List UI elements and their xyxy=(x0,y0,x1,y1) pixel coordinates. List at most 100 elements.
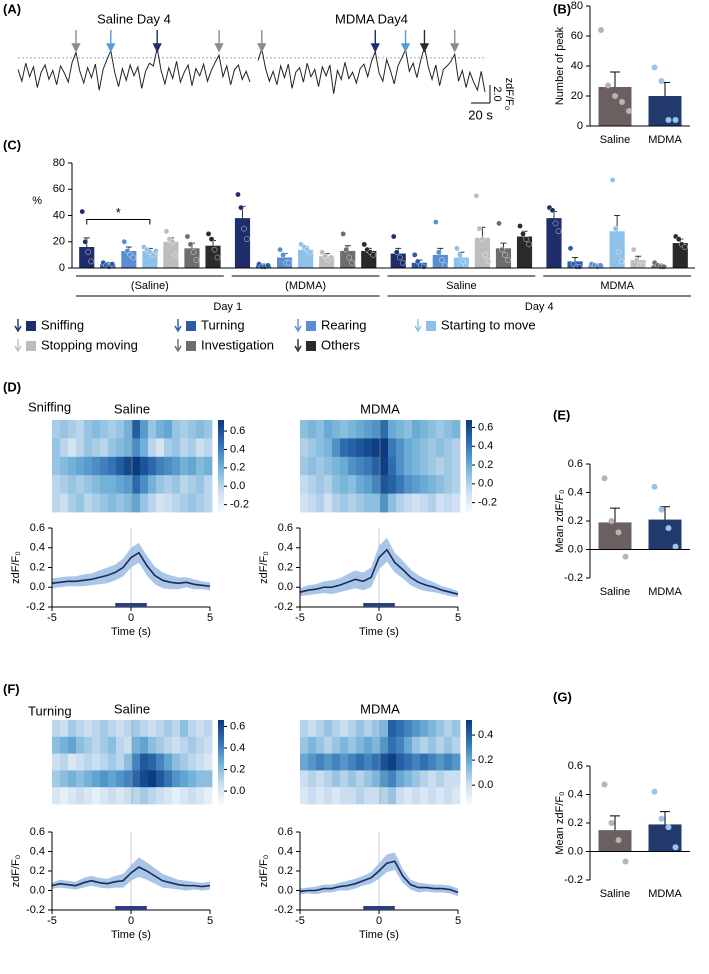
heatmap-cell xyxy=(156,770,165,788)
heatmap-cell xyxy=(156,456,165,476)
y-tick-label: 20 xyxy=(53,236,65,248)
significance-bracket xyxy=(86,218,151,225)
heatmap-cell xyxy=(132,493,141,513)
heatmap-cell xyxy=(340,493,349,513)
heatmap-cell xyxy=(356,720,365,738)
heatmap-cell xyxy=(148,493,157,513)
x-tick-label: MDMA xyxy=(648,134,682,146)
heatmap-cell xyxy=(372,787,381,805)
heatmap-cell xyxy=(404,420,413,439)
heatmap-cell xyxy=(116,770,125,788)
bar xyxy=(163,241,179,268)
heatmap-cell xyxy=(60,720,69,738)
heatmap-cell xyxy=(196,420,205,439)
heatmap-cell xyxy=(204,753,213,771)
heatmap-cell xyxy=(76,456,85,476)
heatmap-cell xyxy=(436,475,445,494)
heatmap-cell xyxy=(196,493,205,513)
heatmap-cell xyxy=(324,438,333,458)
data-point xyxy=(340,231,347,237)
bar xyxy=(495,248,512,268)
bar xyxy=(234,218,251,268)
legend-arrow xyxy=(414,319,422,333)
heatmap-cell xyxy=(300,493,309,513)
data-point xyxy=(193,257,200,263)
heatmap-cell xyxy=(172,475,181,494)
event-arrow xyxy=(71,30,81,53)
heatmap-cell xyxy=(164,420,173,439)
heatmap-cell xyxy=(356,420,365,439)
heatmap-title: Saline xyxy=(114,401,150,416)
data-point xyxy=(82,238,89,245)
heatmap-cell xyxy=(124,493,133,513)
legend-swatch xyxy=(306,321,316,331)
heatmap-cell xyxy=(132,720,141,738)
heatmap-cell xyxy=(332,420,341,439)
heatmap-cell xyxy=(52,736,61,754)
heatmap-cell xyxy=(444,475,453,494)
heatmap-cell xyxy=(364,736,373,754)
heatmap-cell xyxy=(60,753,69,771)
heatmap-cell xyxy=(124,753,133,771)
legend-arrow xyxy=(294,319,302,333)
heatmap-cell xyxy=(148,720,157,738)
heatmap-cell xyxy=(316,787,325,805)
panel-label: (C) xyxy=(3,137,21,152)
heatmap-cell xyxy=(196,787,205,805)
data-point xyxy=(675,236,682,242)
heatmap-cell xyxy=(420,770,429,788)
heatmap-cell xyxy=(308,736,317,754)
heatmap-cell xyxy=(380,475,389,494)
heatmap-cell xyxy=(436,720,445,738)
heatmap-cell xyxy=(428,770,437,788)
heatmap-cell xyxy=(444,493,453,513)
heatmap-cell xyxy=(380,456,389,476)
heatmap-cell xyxy=(412,438,421,458)
heatmap-cell xyxy=(68,420,77,439)
data-point xyxy=(399,259,406,266)
heatmap-cell xyxy=(60,736,69,754)
colorbar-tick-label: 0.0 xyxy=(230,480,245,492)
heatmap-cell xyxy=(420,753,429,771)
data-point xyxy=(121,238,128,245)
heatmap-title: MDMA xyxy=(360,401,400,416)
data-point xyxy=(549,207,556,214)
heatmap-cell xyxy=(444,438,453,458)
heatmap-cell xyxy=(108,736,117,754)
data-point xyxy=(651,788,658,795)
heatmap-cell xyxy=(372,438,381,458)
heatmap-cell xyxy=(92,475,101,494)
data-point xyxy=(454,245,460,252)
colorbar-tick-label: -0.2 xyxy=(478,497,497,509)
heatmap-cell xyxy=(348,420,357,439)
heatmap-cell xyxy=(348,456,357,476)
heatmap-cell xyxy=(308,420,317,439)
data-point xyxy=(601,475,608,482)
y-tick-label: 60 xyxy=(53,183,65,195)
heatmap-cell xyxy=(132,753,141,771)
heatmap-cell xyxy=(428,456,437,476)
heatmap-cell xyxy=(196,753,205,771)
heatmap-cell xyxy=(348,753,357,771)
y-tick-label: 0.4 xyxy=(568,486,583,498)
heatmap-cell xyxy=(76,493,85,513)
row-label: Turning xyxy=(28,703,72,718)
data-point xyxy=(622,858,629,865)
heatmap-cell xyxy=(156,475,165,494)
heatmap-cell xyxy=(316,720,325,738)
heatmap-cell xyxy=(148,736,157,754)
heatmap-cell xyxy=(196,720,205,738)
data-point xyxy=(457,252,463,258)
heatmap-title: MDMA xyxy=(360,701,400,716)
error-bar xyxy=(610,507,620,523)
heatmap-cell xyxy=(388,736,397,754)
heatmap-cell xyxy=(308,753,317,771)
heatmap-cell xyxy=(324,753,333,771)
heatmap-cell xyxy=(316,456,325,476)
heatmap-cell xyxy=(92,736,101,754)
legend-arrow xyxy=(14,319,22,333)
heatmap-cell xyxy=(164,475,173,494)
event-arrow xyxy=(400,30,411,53)
heatmap-cell xyxy=(204,456,213,476)
heatmap-cell xyxy=(364,420,373,439)
